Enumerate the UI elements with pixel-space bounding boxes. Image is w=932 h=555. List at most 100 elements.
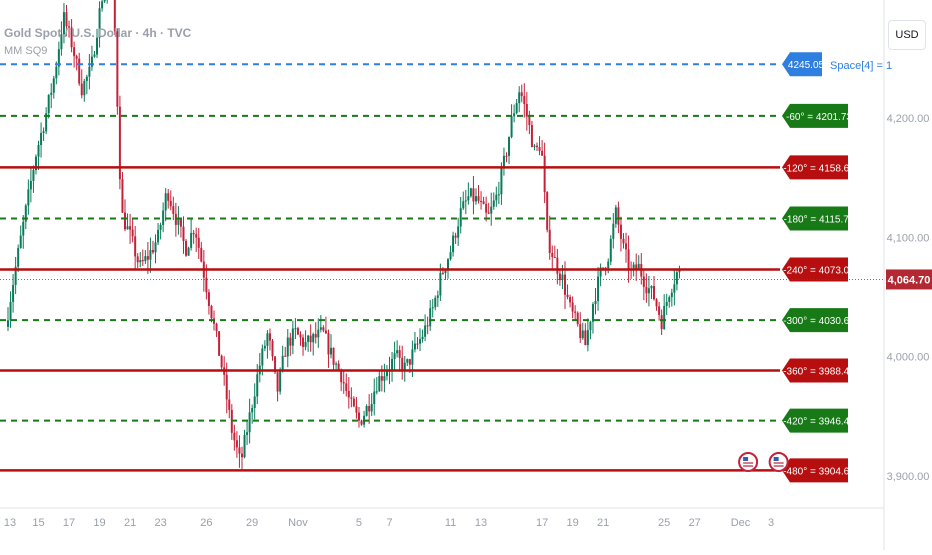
candle-body	[345, 383, 348, 391]
candle-body	[240, 453, 243, 458]
candle-body	[185, 240, 188, 256]
candle-body	[675, 272, 678, 285]
candle-body	[317, 329, 320, 338]
x-tick-label-19: 3	[768, 517, 774, 529]
candle-body	[558, 273, 561, 281]
candle-body	[289, 337, 292, 346]
candle-body	[324, 330, 327, 334]
candle-body	[335, 363, 338, 365]
candle-body	[45, 113, 48, 132]
flag-icon	[768, 452, 789, 472]
candle-body	[90, 56, 93, 67]
candle-body	[164, 193, 167, 211]
candle-body	[487, 212, 490, 214]
x-tick-label-1: 15	[32, 517, 44, 529]
candle-body	[566, 294, 569, 298]
candle-body	[263, 345, 266, 349]
candle-body	[279, 369, 282, 392]
candle-body	[101, 1, 104, 9]
candle-body	[426, 325, 429, 327]
event-marker-0	[738, 452, 759, 472]
candle-body	[85, 76, 88, 81]
candle-body	[396, 350, 399, 354]
candle-body	[429, 308, 432, 327]
candle-body	[7, 320, 9, 327]
x-tick-label-10: 7	[386, 517, 392, 529]
candle-body	[576, 312, 579, 325]
candle-body	[70, 27, 73, 48]
candle-body	[368, 406, 371, 412]
candle-body	[365, 406, 368, 416]
candle-body	[556, 257, 559, 274]
candle-body	[597, 276, 600, 302]
candle-body	[619, 224, 622, 239]
candle-body	[462, 201, 465, 209]
candle-body	[678, 269, 681, 273]
candle-body	[47, 94, 50, 114]
currency-button[interactable]: USD	[888, 20, 926, 50]
candle-body	[210, 305, 213, 319]
level-label-0: 4245.05	[788, 60, 825, 71]
candle-body	[607, 261, 610, 269]
x-tick-label-7: 29	[246, 517, 258, 529]
candle-body	[663, 305, 666, 330]
candle-body	[220, 355, 223, 368]
candle-body	[304, 341, 307, 347]
candle-body	[246, 432, 249, 435]
candle-body	[93, 54, 96, 57]
candle-body	[167, 193, 170, 201]
candle-body	[599, 267, 602, 277]
candle-body	[342, 382, 345, 384]
candle-body	[50, 92, 53, 95]
candle-body	[375, 391, 378, 393]
candle-body	[380, 376, 383, 381]
x-tick-label-14: 19	[566, 517, 578, 529]
candle-body	[492, 200, 495, 207]
y-tick-label-3: 3,900.00	[887, 471, 930, 483]
candle-body	[642, 276, 645, 287]
x-tick-label-12: 13	[475, 517, 487, 529]
candle-body	[505, 155, 508, 157]
candle-body	[319, 327, 322, 330]
y-tick-label-0: 4,200.00	[887, 113, 930, 125]
level-label-4: -240° = 4073.08	[783, 265, 855, 276]
candle-body	[571, 302, 574, 312]
candle-body	[34, 156, 37, 171]
candle-body	[594, 301, 597, 305]
level-tag-6	[782, 358, 848, 383]
candle-body	[424, 325, 427, 337]
candle-body	[635, 264, 638, 271]
candle-body	[131, 229, 134, 237]
candle-body	[235, 440, 238, 448]
candle-body	[510, 116, 513, 138]
candle-body	[469, 188, 472, 197]
candle-body	[398, 350, 401, 358]
candle-body	[653, 286, 656, 300]
candle-body	[515, 103, 518, 114]
candle-body	[655, 299, 658, 307]
x-tick-label-16: 25	[658, 517, 670, 529]
candle-body	[68, 26, 71, 28]
candle-body	[670, 292, 673, 298]
candle-body	[144, 256, 147, 262]
candle-body	[190, 232, 193, 248]
candle-body	[32, 170, 35, 181]
candle-body	[591, 304, 594, 322]
candle-body	[403, 362, 406, 371]
candle-body	[579, 324, 582, 339]
candle-body	[340, 369, 343, 383]
candle-body	[665, 301, 668, 306]
candle-body	[528, 116, 531, 126]
candle-body	[452, 235, 455, 253]
x-tick-label-6: 26	[200, 517, 212, 529]
candle-body	[205, 277, 208, 293]
candle-body	[584, 330, 587, 346]
candle-body	[551, 252, 554, 257]
candle-body	[121, 179, 124, 213]
candle-body	[650, 286, 653, 289]
candle-body	[347, 390, 350, 398]
candle-body	[312, 334, 315, 343]
candle-body	[449, 252, 452, 260]
